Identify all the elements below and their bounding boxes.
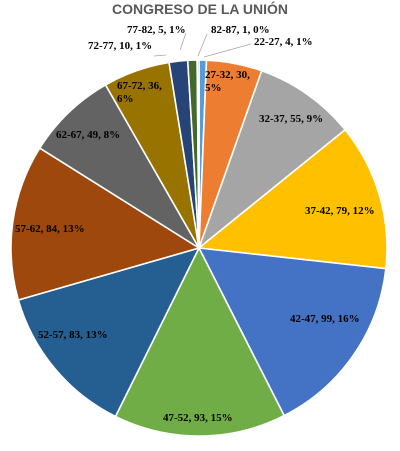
pie-slice-82-87: [196, 59, 200, 249]
pie-slice-62-67: [38, 83, 200, 249]
data-label-47-52: 47-52, 93, 15%: [163, 412, 233, 424]
pie-slice-47-52: [114, 246, 286, 437]
data-label-22-27: 22-27, 4, 1%: [254, 36, 313, 48]
data-label-27-32: 27-32, 30, 5%: [205, 69, 250, 94]
data-label-32-37: 32-37, 55, 9%: [259, 113, 323, 125]
data-label-77-82: 77-82, 5, 1%: [127, 24, 186, 36]
pie-slice-52-57: [17, 246, 201, 418]
pie-slice-32-37: [197, 69, 347, 251]
pie-slice-57-62: [10, 146, 201, 301]
pie-slice-42-47: [197, 247, 387, 417]
data-label-62-67: 62-67, 49, 8%: [56, 129, 120, 141]
leader-line-77-82: [179, 32, 187, 51]
leader-line-72-77: [153, 54, 167, 57]
data-label-52-57: 52-57, 83, 13%: [38, 329, 108, 341]
data-label-42-47: 42-47, 99, 16%: [290, 313, 360, 325]
data-label-37-42: 37-42, 79, 12%: [305, 205, 375, 217]
pie-slice-37-42: [197, 128, 388, 270]
data-label-72-77: 72-77, 10, 1%: [88, 40, 152, 52]
leader-line-22-27: [203, 43, 252, 58]
leader-line-82-87: [197, 33, 208, 57]
data-label-67-72: 67-72, 36, 6%: [117, 80, 162, 105]
data-label-82-87: 82-87, 1, 0%: [211, 24, 270, 36]
chart-title: CONGRESO DE LA UNIÓN: [112, 0, 288, 17]
data-label-57-62: 57-62, 84, 13%: [15, 223, 85, 235]
